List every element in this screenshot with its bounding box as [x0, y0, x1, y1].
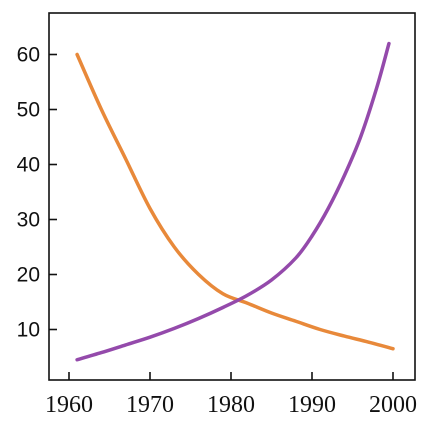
y-tick-label-50: 50: [17, 99, 40, 122]
axis-layer: 10 20 30 40 50 60 1960 1970 1980 1990 2000: [17, 44, 417, 419]
y-tick-label-30: 30: [17, 209, 40, 232]
y-tick-label-60: 60: [17, 44, 40, 67]
x-tick-label-2000: 2000: [369, 392, 417, 418]
series-decreasing-line: [75, 52, 395, 351]
x-tick-label-1990: 1990: [288, 392, 336, 418]
series-layer: [75, 41, 395, 362]
x-tick-label-1970: 1970: [126, 392, 174, 418]
plot-frame: [48, 12, 416, 381]
x-tick-label-1980: 1980: [207, 392, 255, 418]
y-tick-label-10: 10: [17, 319, 40, 342]
x-tick-label-1960: 1960: [45, 392, 93, 418]
y-tick-label-40: 40: [17, 154, 40, 177]
y-tick-label-20: 20: [17, 264, 40, 287]
series-increasing-line: [75, 41, 391, 362]
